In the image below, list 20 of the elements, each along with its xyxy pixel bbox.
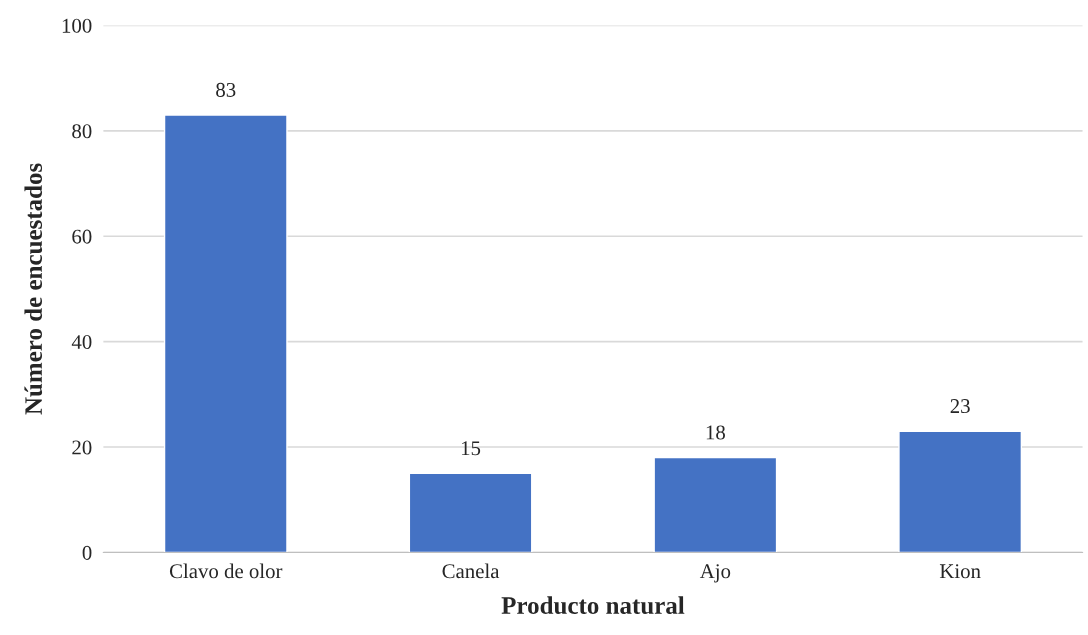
data-label: 83 bbox=[216, 82, 236, 97]
x-tick-label: Clavo de olor bbox=[169, 563, 283, 579]
x-tick-label: Kion bbox=[939, 564, 981, 579]
y-tick-label: 60 bbox=[72, 229, 92, 244]
bar bbox=[898, 430, 1023, 553]
y-tick-label: 100 bbox=[62, 18, 92, 33]
data-label: 15 bbox=[461, 441, 481, 456]
y-tick-label: 80 bbox=[72, 124, 92, 139]
y-axis-title: Número de encuestados bbox=[24, 163, 43, 415]
x-axis-title: Producto natural bbox=[501, 596, 685, 614]
y-tick-label: 20 bbox=[72, 440, 92, 455]
y-tick-label: 40 bbox=[71, 335, 92, 350]
bar bbox=[408, 472, 533, 553]
y-tick-label: 0 bbox=[82, 545, 92, 560]
x-tick-label: Ajo bbox=[699, 564, 731, 583]
data-label: 23 bbox=[950, 399, 970, 414]
x-tick-label: Canela bbox=[442, 563, 500, 579]
data-label: 18 bbox=[706, 425, 725, 440]
bar bbox=[163, 114, 288, 553]
bar bbox=[653, 456, 778, 553]
